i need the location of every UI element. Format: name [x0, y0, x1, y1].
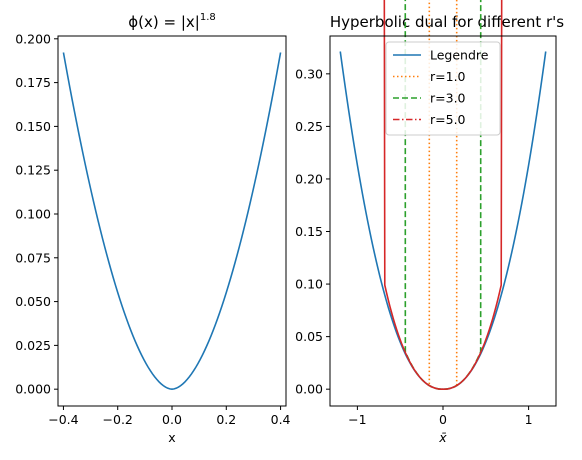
- left-x-tick-label: 0.0: [162, 412, 182, 427]
- left-axes-frame: [57, 35, 287, 407]
- right-y-tick-label: 0.30: [295, 66, 323, 81]
- left-x-axis-label: x: [168, 430, 175, 445]
- right-axes-frame: [329, 35, 557, 407]
- legend-entry-label: Legendre: [430, 48, 489, 63]
- right-plot-lines: [339, 0, 547, 390]
- left-x-tick-label: −0.2: [103, 412, 133, 427]
- legend-entry-label: r=1.0: [430, 69, 466, 84]
- legend-box: [385, 41, 501, 136]
- series-line-r-5-0: [383, 0, 503, 390]
- right-x-tick-label: −1: [348, 412, 366, 427]
- left-subplot: ϕ(x) = |x|1.8 −0.4 −0.2 0.0 0.2 0.4 0.000 0.02…: [15, 12, 290, 445]
- right-x-axis-label: x̄: [438, 430, 447, 445]
- left-x-tick-label: 0.2: [216, 412, 236, 427]
- right-x-tick-label: 1: [525, 412, 533, 427]
- legend: Legendre r=1.0 r=3.0 r=5.0: [385, 41, 501, 136]
- left-y-tick-label: 0.075: [15, 250, 51, 265]
- left-y-tick-label: 0.100: [15, 206, 51, 221]
- right-axis-ticks: −1 0 1 0.00 0.05 0.10 0.15 0.20 0.25 0.30: [295, 66, 532, 427]
- left-chart-title-base: ϕ(x) = |x|: [128, 13, 200, 31]
- left-y-tick-label: 0.125: [15, 163, 51, 178]
- right-y-tick-label: 0.15: [295, 224, 323, 239]
- right-subplot: Hyperbolic dual for different r's −1 0 1 0.…: [295, 0, 564, 445]
- right-y-tick-label: 0.00: [295, 382, 323, 397]
- right-y-tick-label: 0.20: [295, 171, 323, 186]
- left-y-tick-label: 0.025: [15, 338, 51, 353]
- legend-entry-label: r=3.0: [430, 91, 466, 106]
- right-chart-title: Hyperbolic dual for different r's: [330, 13, 564, 31]
- left-chart-title: ϕ(x) = |x|1.8: [128, 12, 215, 31]
- left-y-tick-label: 0.175: [15, 75, 51, 90]
- left-y-tick-label: 0.200: [15, 31, 51, 46]
- left-y-tick-label: 0.150: [15, 119, 51, 134]
- left-y-tick-label: 0.050: [15, 294, 51, 309]
- right-y-tick-label: 0.25: [295, 119, 323, 134]
- left-plot-lines: [62, 52, 282, 390]
- left-chart-title-exponent: 1.8: [200, 12, 216, 23]
- right-y-tick-label: 0.10: [295, 277, 323, 292]
- legend-entry-label: r=5.0: [430, 112, 466, 127]
- right-y-tick-label: 0.05: [295, 329, 323, 344]
- left-x-tick-label: 0.4: [271, 412, 291, 427]
- right-x-tick-label: 0: [439, 412, 447, 427]
- left-y-tick-label: 0.000: [15, 382, 51, 397]
- left-x-tick-label: −0.4: [48, 412, 78, 427]
- left-axis-ticks: −0.4 −0.2 0.0 0.2 0.4 0.000 0.025 0.050 0.075 0.1…: [15, 31, 290, 427]
- left-series-line: [62, 52, 282, 390]
